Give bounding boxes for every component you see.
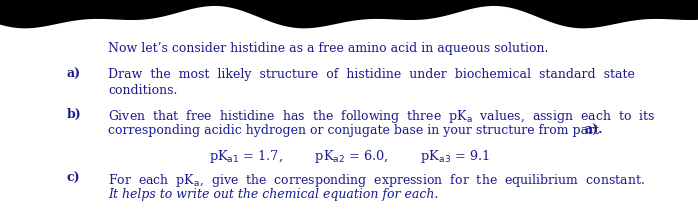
Text: It helps to write out the chemical equation for each.: It helps to write out the chemical equat… bbox=[108, 188, 438, 201]
Text: c): c) bbox=[66, 172, 80, 185]
Text: corresponding acidic hydrogen or conjugate base in your structure from part: corresponding acidic hydrogen or conjuga… bbox=[108, 124, 603, 137]
Text: a): a) bbox=[66, 68, 80, 81]
Text: pK$_{\mathrm{a}1}$ = 1.7,        pK$_{\mathrm{a}2}$ = 6.0,        pK$_{\mathrm{a: pK$_{\mathrm{a}1}$ = 1.7, pK$_{\mathrm{a… bbox=[209, 148, 489, 165]
Text: For  each  pK$_\mathrm{a}$,  give  the  corresponding  expression  for  the  equ: For each pK$_\mathrm{a}$, give the corre… bbox=[108, 172, 645, 189]
Text: Given  that  free  histidine  has  the  following  three  pK$_\mathrm{a}$  value: Given that free histidine has the follow… bbox=[108, 108, 655, 125]
Text: Now let’s consider histidine as a free amino acid in aqueous solution.: Now let’s consider histidine as a free a… bbox=[108, 42, 549, 55]
Text: a).: a). bbox=[584, 124, 602, 137]
Text: b): b) bbox=[66, 108, 81, 121]
Text: conditions.: conditions. bbox=[108, 84, 177, 97]
Polygon shape bbox=[0, 0, 698, 28]
Text: Draw  the  most  likely  structure  of  histidine  under  biochemical  standard : Draw the most likely structure of histid… bbox=[108, 68, 635, 81]
